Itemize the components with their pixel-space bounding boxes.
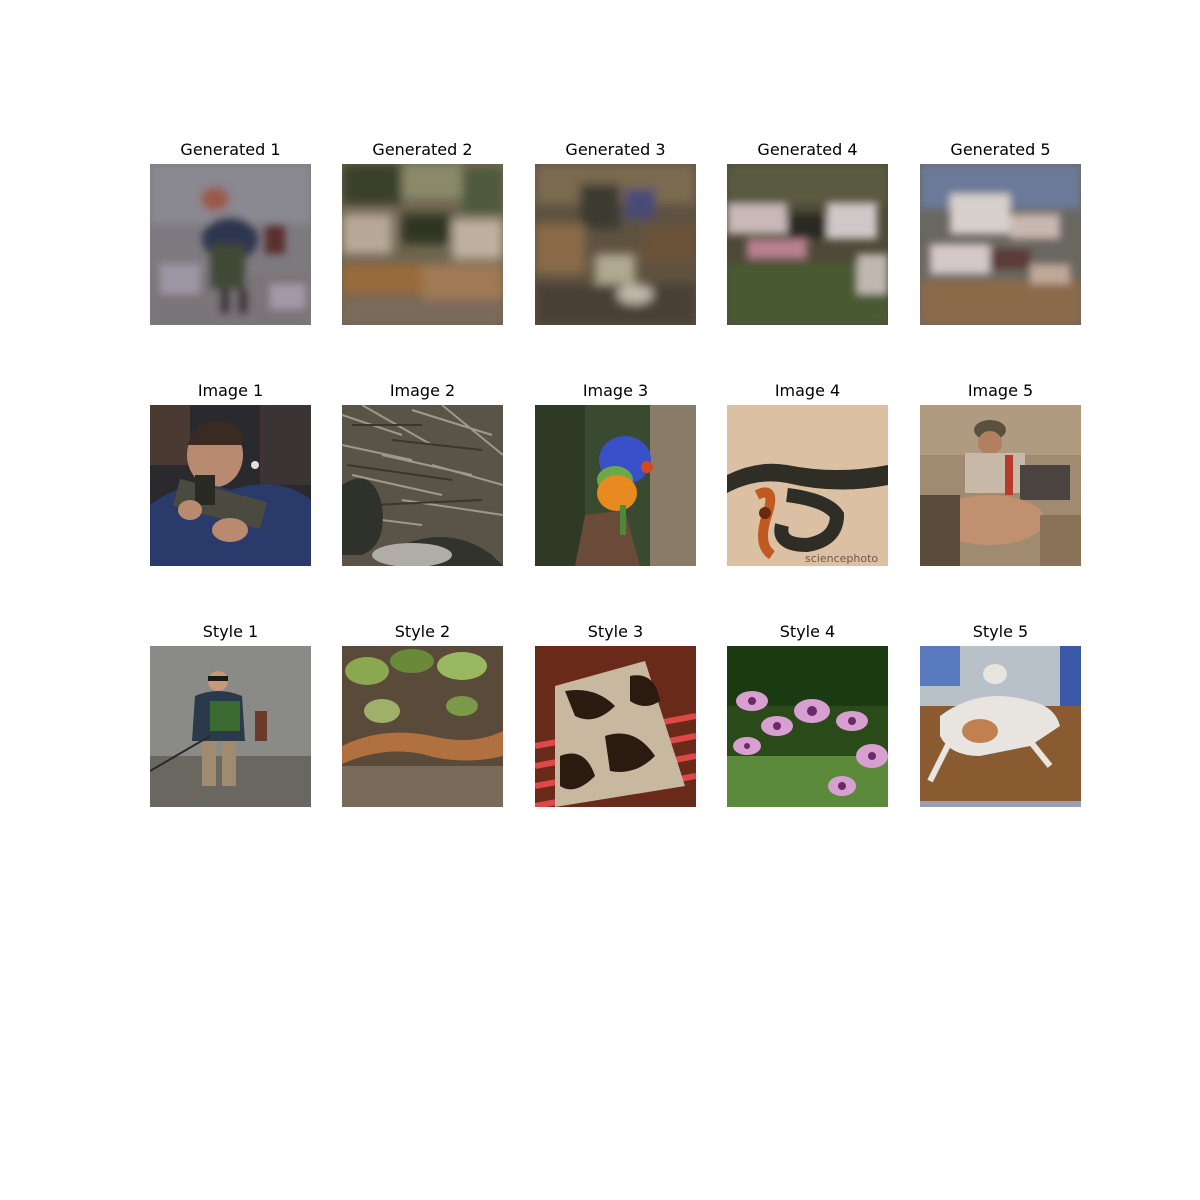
image-4-title: Image 4	[774, 381, 841, 400]
generated-5-image	[920, 164, 1081, 325]
generated-3-image	[535, 164, 696, 325]
style-1-photo	[150, 646, 311, 807]
image-5-title: Image 5	[967, 381, 1034, 400]
style-5-photo	[920, 646, 1081, 807]
style-1-title: Style 1	[202, 622, 259, 641]
generated-4-title: Generated 4	[757, 140, 858, 159]
style-3-title: Style 3	[587, 622, 644, 641]
image-5-photo	[920, 405, 1081, 566]
image-3-title: Image 3	[582, 381, 649, 400]
style-2-photo	[342, 646, 503, 807]
style-5-title: Style 5	[972, 622, 1029, 641]
style-4-title: Style 4	[779, 622, 836, 641]
image-2-photo	[342, 405, 503, 566]
generated-2-title: Generated 2	[372, 140, 473, 159]
generated-2-image	[342, 164, 503, 325]
generated-5-title: Generated 5	[950, 140, 1051, 159]
generated-3-title: Generated 3	[565, 140, 666, 159]
image-1-title: Image 1	[197, 381, 264, 400]
image-4-photo: sciencephoto	[727, 405, 888, 566]
style-2-title: Style 2	[394, 622, 451, 641]
image-4-watermark: sciencephoto	[805, 552, 878, 565]
generated-4-image	[727, 164, 888, 325]
image-1-photo	[150, 405, 311, 566]
style-3-photo	[535, 646, 696, 807]
style-4-photo	[727, 646, 888, 807]
image-3-photo	[535, 405, 696, 566]
generated-1-title: Generated 1	[180, 140, 281, 159]
image-2-title: Image 2	[389, 381, 456, 400]
generated-1-image	[150, 164, 311, 325]
